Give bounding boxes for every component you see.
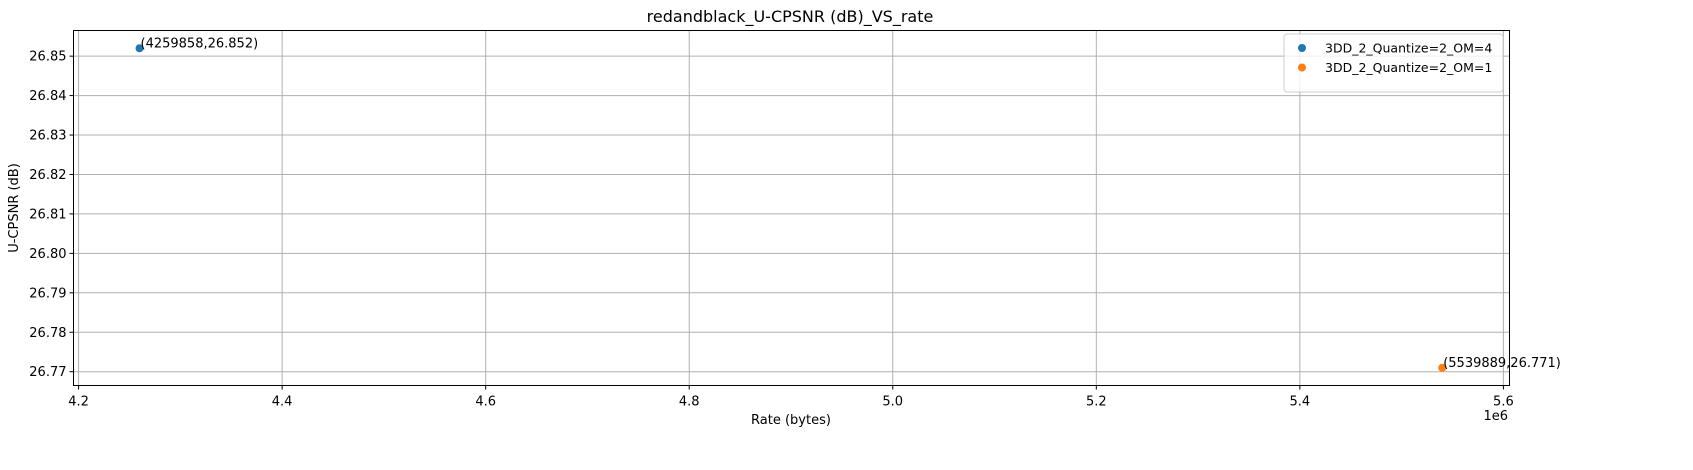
y-tick-label: 26.78 (29, 326, 66, 341)
y-tick-label: 26.83 (29, 129, 66, 144)
grid (73, 30, 1510, 386)
x-offset-label: 1e6 (1483, 409, 1508, 424)
legend-marker (1298, 44, 1306, 52)
data-points: (4259858,26.852) (5539889,26.771) (135, 36, 1561, 372)
y-tick-label: 26.84 (29, 89, 66, 104)
x-tick-label: 5.4 (1290, 395, 1311, 410)
data-point (1438, 363, 1447, 372)
x-tick-label: 4.8 (679, 395, 700, 410)
data-point (135, 44, 144, 53)
x-tick-label: 5.6 (1493, 395, 1514, 410)
y-axis: 26.77 26.78 26.79 26.80 26.81 26.82 26.83 26.84… (29, 50, 74, 380)
y-tick-label: 26.82 (29, 168, 66, 183)
x-tick-label: 4.2 (68, 395, 89, 410)
chart-title: redandblack_U-CPSNR (dB)_VS_rate (647, 7, 934, 27)
x-tick-label: 5.2 (1086, 395, 1107, 410)
legend-box (1283, 33, 1504, 93)
legend-entry: 3DD_2_Quantize=2_OM=4 (1325, 41, 1492, 56)
x-tick-label: 4.6 (475, 395, 496, 410)
plot-area (73, 30, 1510, 386)
x-tick-label: 4.4 (272, 395, 293, 410)
legend-entry: 3DD_2_Quantize=2_OM=1 (1325, 60, 1492, 75)
x-axis-label: Rate (bytes) (751, 413, 831, 428)
y-tick-label: 26.81 (29, 207, 66, 222)
y-tick-label: 26.77 (29, 365, 66, 380)
legend-marker (1298, 63, 1306, 72)
legend: 3DD_2_Quantize=2_OM=4 3DD_2_Quantize=2_OM… (1283, 33, 1504, 93)
y-axis-label: U-CPSNR (dB) (7, 163, 22, 253)
data-point-label: (5539889,26.771) (1443, 356, 1561, 371)
y-tick-label: 26.85 (29, 50, 66, 65)
data-point-label: (4259858,26.852) (141, 36, 259, 51)
y-tick-label: 26.79 (29, 286, 66, 301)
x-tick-label: 5.0 (882, 395, 903, 410)
x-axis: 4.2 4.4 4.6 4.8 5.0 5.2 5.4 5.6 (68, 385, 1514, 410)
y-tick-label: 26.80 (29, 247, 66, 262)
